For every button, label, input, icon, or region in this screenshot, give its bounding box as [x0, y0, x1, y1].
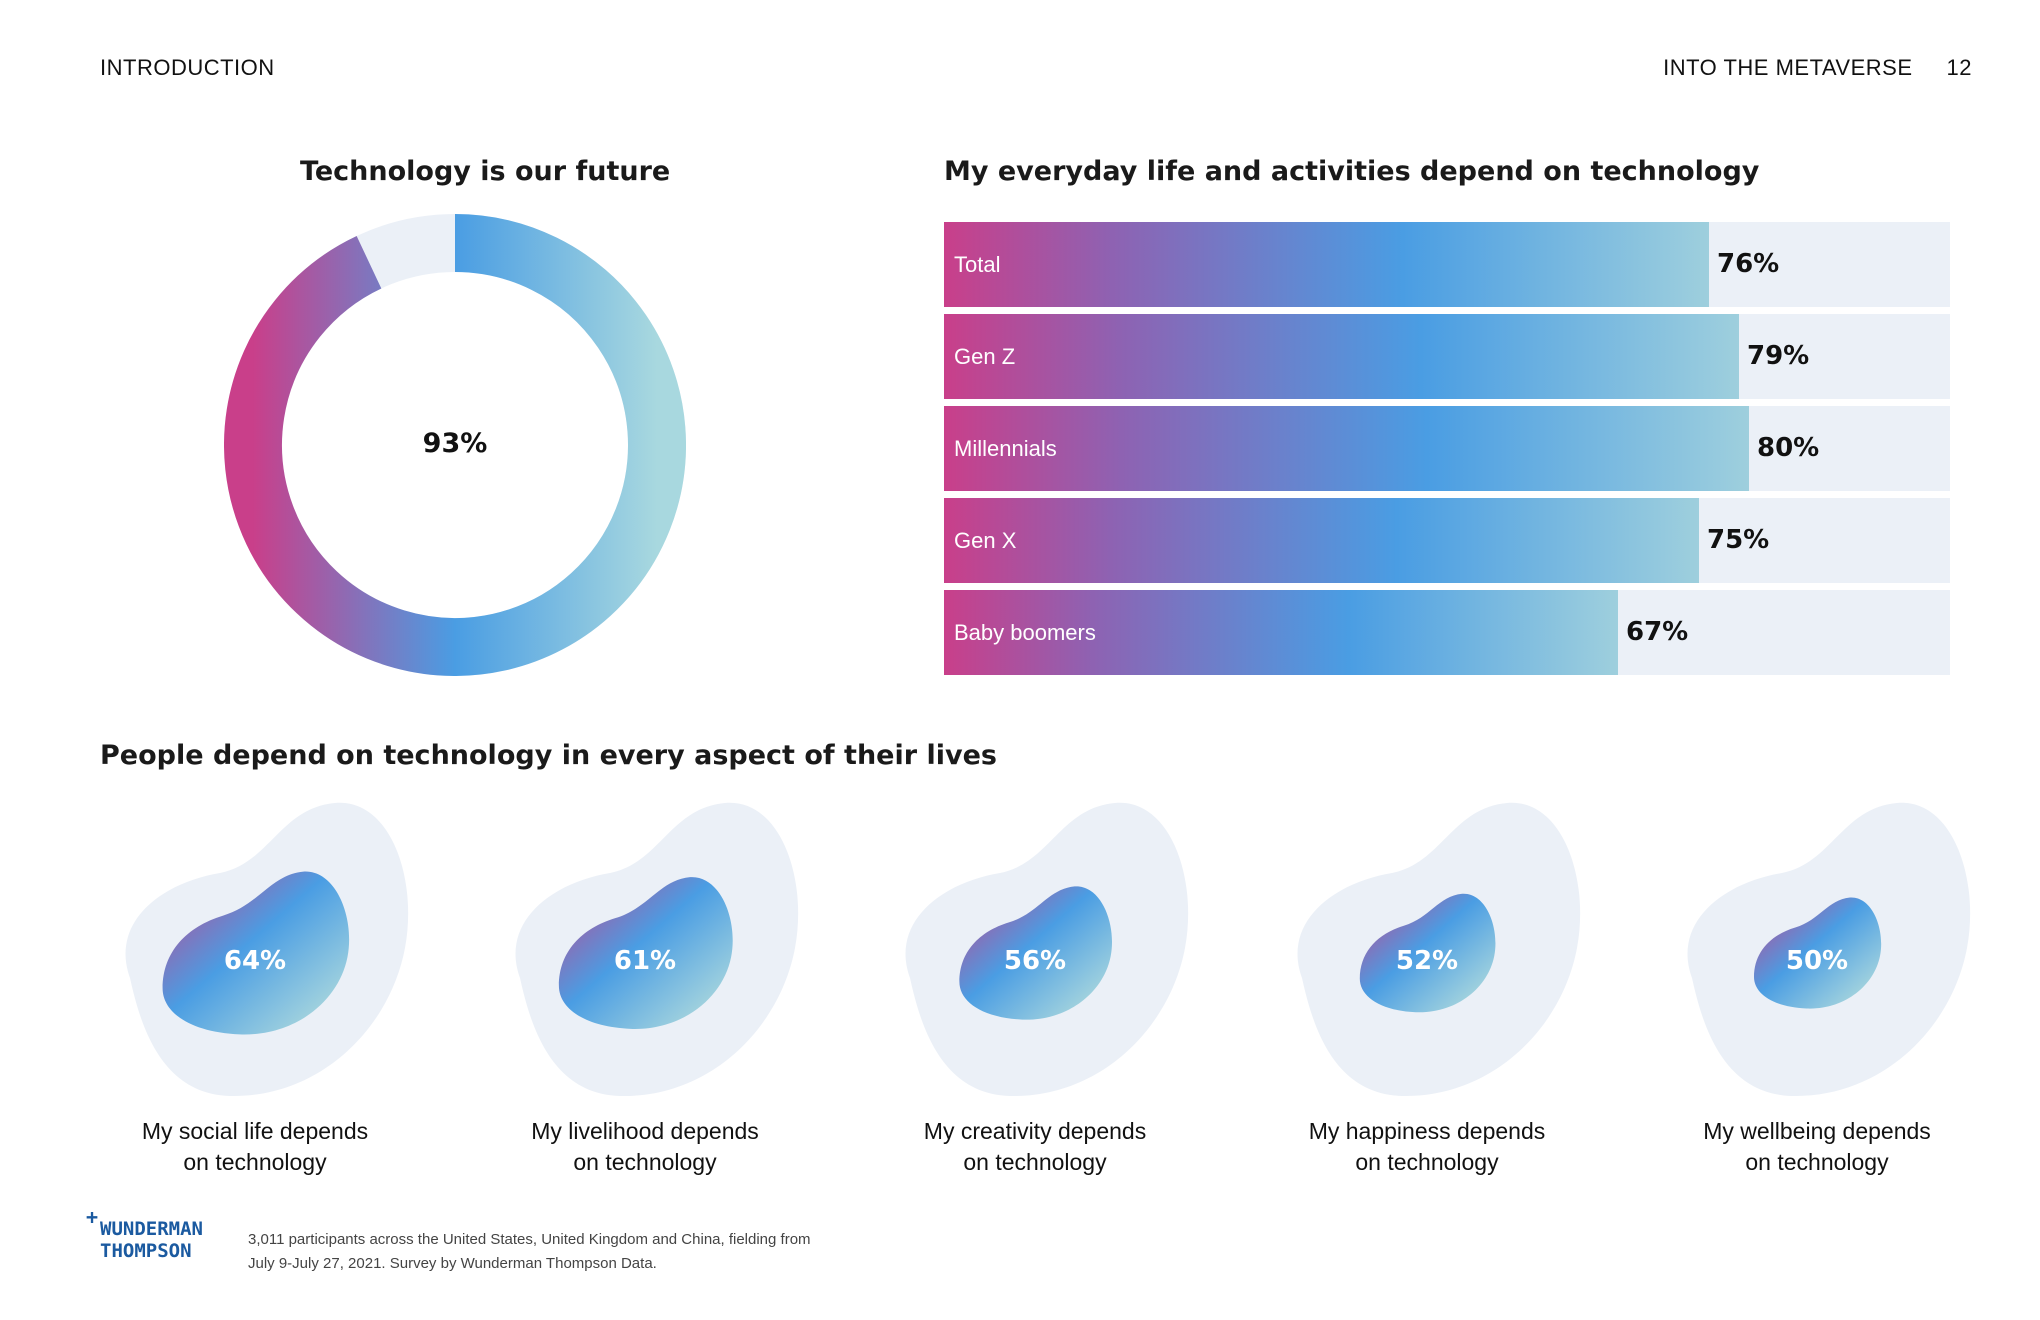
blob-value-shape: [1359, 893, 1496, 1013]
bar-value-label: 80%: [1757, 433, 1820, 463]
blob-graphic: [125, 802, 409, 1097]
donut-value-label: 93%: [422, 428, 488, 459]
blob-item: 50%: [1662, 798, 1972, 1098]
footnote-line-1: 3,011 participants across the United Sta…: [248, 1231, 811, 1248]
bar-chart: Total 76% Gen Z 79% Millennials 80% Gen X 75% Ba…: [944, 222, 1950, 682]
blob-caption-line: on technology: [573, 1149, 717, 1175]
blob-caption-line: My creativity depends: [923, 1118, 1147, 1144]
blob-graphic: [515, 802, 799, 1097]
wunderman-thompson-logo: + WUNDERMAN THOMPSON: [86, 1206, 203, 1262]
bar-category-label: Baby boomers: [954, 620, 1096, 645]
logo-line-1: WUNDERMAN: [100, 1218, 203, 1240]
blob-caption: My social life depends on technology: [90, 1116, 420, 1178]
blob-graphic: [1687, 802, 1971, 1097]
bar-category-label: Gen Z: [954, 344, 1016, 369]
blob-value-shape: [1754, 897, 1882, 1009]
blob-caption-line: on technology: [963, 1149, 1107, 1175]
blob-value-shape: [959, 886, 1113, 1020]
blob-caption-line: on technology: [183, 1149, 327, 1175]
bar: [944, 590, 1618, 675]
blob-item: 61%: [490, 798, 800, 1098]
blob-graphic: [1297, 802, 1581, 1097]
survey-footnote: 3,011 participants across the United Sta…: [248, 1228, 968, 1276]
section-label: INTRODUCTION: [100, 55, 275, 80]
blob-caption-line: My happiness depends: [1308, 1118, 1546, 1144]
publication-title: INTO THE METAVERSE: [1663, 55, 1913, 80]
logo-line-2: THOMPSON: [100, 1240, 192, 1262]
bar: [944, 222, 1709, 307]
bar-value-label: 79%: [1747, 341, 1810, 371]
blob-caption-line: on technology: [1745, 1149, 1889, 1175]
blob-caption-line: My social life depends: [141, 1118, 369, 1144]
blob-caption-line: My livelihood depends: [531, 1118, 759, 1144]
donut-arc: [224, 214, 686, 676]
blob-value-shape: [162, 871, 350, 1035]
bar-category-label: Millennials: [954, 436, 1057, 461]
bar: [944, 406, 1749, 491]
blob-value-label: 50%: [1785, 946, 1849, 976]
blob-graphic: [905, 802, 1189, 1097]
bar-value-label: 76%: [1717, 249, 1780, 279]
bar-row: Total 76%: [944, 222, 1950, 307]
blob-value-label: 52%: [1395, 946, 1459, 976]
bar-row: Baby boomers 67%: [944, 590, 1950, 675]
page-header: INTO THE METAVERSE 12: [1663, 55, 1972, 81]
bar-category-label: Total: [954, 252, 1001, 277]
bar-row: Gen X 75%: [944, 498, 1950, 583]
bar: [944, 314, 1739, 399]
footnote-line-2: July 9-July 27, 2021. Survey by Wunderma…: [248, 1255, 657, 1272]
blob-section-title: People depend on technology in every asp…: [100, 740, 997, 771]
bar-value-label: 67%: [1626, 617, 1689, 647]
bar-value-label: 75%: [1707, 525, 1770, 555]
bar-row: Gen Z 79%: [944, 314, 1950, 399]
logo-plus-icon: +: [86, 1205, 99, 1229]
donut-chart-title: Technology is our future: [300, 156, 671, 187]
blob-item: 56%: [880, 798, 1190, 1098]
blob-caption: My happiness depends on technology: [1262, 1116, 1592, 1178]
blob-caption-line: My wellbeing depends: [1703, 1118, 1931, 1144]
bar-row: Millennials 80%: [944, 406, 1950, 491]
page-number: 12: [1946, 55, 1972, 80]
blob-value-label: 64%: [223, 946, 287, 976]
blob-caption: My livelihood depends on technology: [480, 1116, 810, 1178]
blob-value-label: 56%: [1003, 946, 1067, 976]
bar: [944, 498, 1699, 583]
bar-category-label: Gen X: [954, 528, 1017, 553]
donut-chart: [224, 214, 686, 676]
blob-value-label: 61%: [613, 946, 677, 976]
blob-caption: My wellbeing depends on technology: [1652, 1116, 1982, 1178]
blob-value-shape: [558, 877, 733, 1029]
blob-caption: My creativity depends on technology: [870, 1116, 1200, 1178]
blob-item: 64%: [100, 798, 410, 1098]
blob-item: 52%: [1272, 798, 1582, 1098]
blob-caption-line: on technology: [1355, 1149, 1499, 1175]
bar-chart-title: My everyday life and activities depend o…: [944, 156, 1760, 187]
